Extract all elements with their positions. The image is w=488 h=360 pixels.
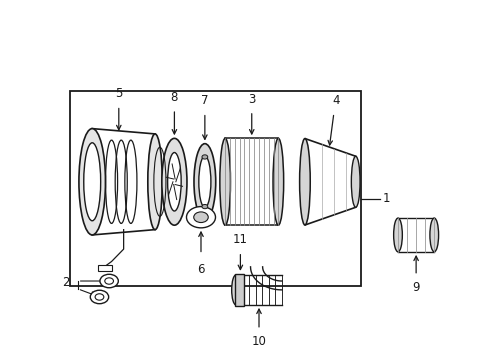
Ellipse shape bbox=[162, 138, 186, 225]
Ellipse shape bbox=[393, 218, 402, 252]
Text: 9: 9 bbox=[411, 281, 419, 294]
Ellipse shape bbox=[350, 156, 359, 207]
Text: 1: 1 bbox=[382, 192, 389, 205]
Ellipse shape bbox=[194, 144, 215, 220]
Ellipse shape bbox=[299, 139, 309, 225]
Text: 8: 8 bbox=[170, 91, 178, 104]
Text: 11: 11 bbox=[232, 233, 247, 247]
Ellipse shape bbox=[83, 143, 101, 221]
Ellipse shape bbox=[186, 207, 215, 228]
FancyBboxPatch shape bbox=[70, 91, 360, 286]
Ellipse shape bbox=[147, 134, 162, 230]
Ellipse shape bbox=[429, 218, 438, 252]
Text: 10: 10 bbox=[251, 335, 266, 348]
Ellipse shape bbox=[202, 155, 207, 159]
Text: 7: 7 bbox=[201, 94, 208, 107]
Ellipse shape bbox=[167, 153, 181, 211]
Ellipse shape bbox=[220, 138, 230, 225]
Ellipse shape bbox=[90, 290, 108, 304]
Text: 2: 2 bbox=[62, 276, 69, 289]
Ellipse shape bbox=[79, 129, 105, 235]
Ellipse shape bbox=[95, 294, 103, 300]
Polygon shape bbox=[305, 139, 355, 225]
Text: 3: 3 bbox=[247, 93, 255, 105]
Ellipse shape bbox=[104, 278, 113, 284]
Ellipse shape bbox=[202, 204, 207, 209]
FancyBboxPatch shape bbox=[98, 265, 112, 271]
Text: 4: 4 bbox=[332, 94, 340, 107]
Ellipse shape bbox=[193, 212, 208, 222]
Ellipse shape bbox=[231, 275, 240, 305]
Ellipse shape bbox=[100, 274, 118, 288]
FancyBboxPatch shape bbox=[235, 274, 244, 306]
Ellipse shape bbox=[272, 138, 283, 225]
Ellipse shape bbox=[199, 156, 210, 207]
Text: 6: 6 bbox=[197, 263, 204, 276]
Text: 5: 5 bbox=[115, 87, 122, 100]
